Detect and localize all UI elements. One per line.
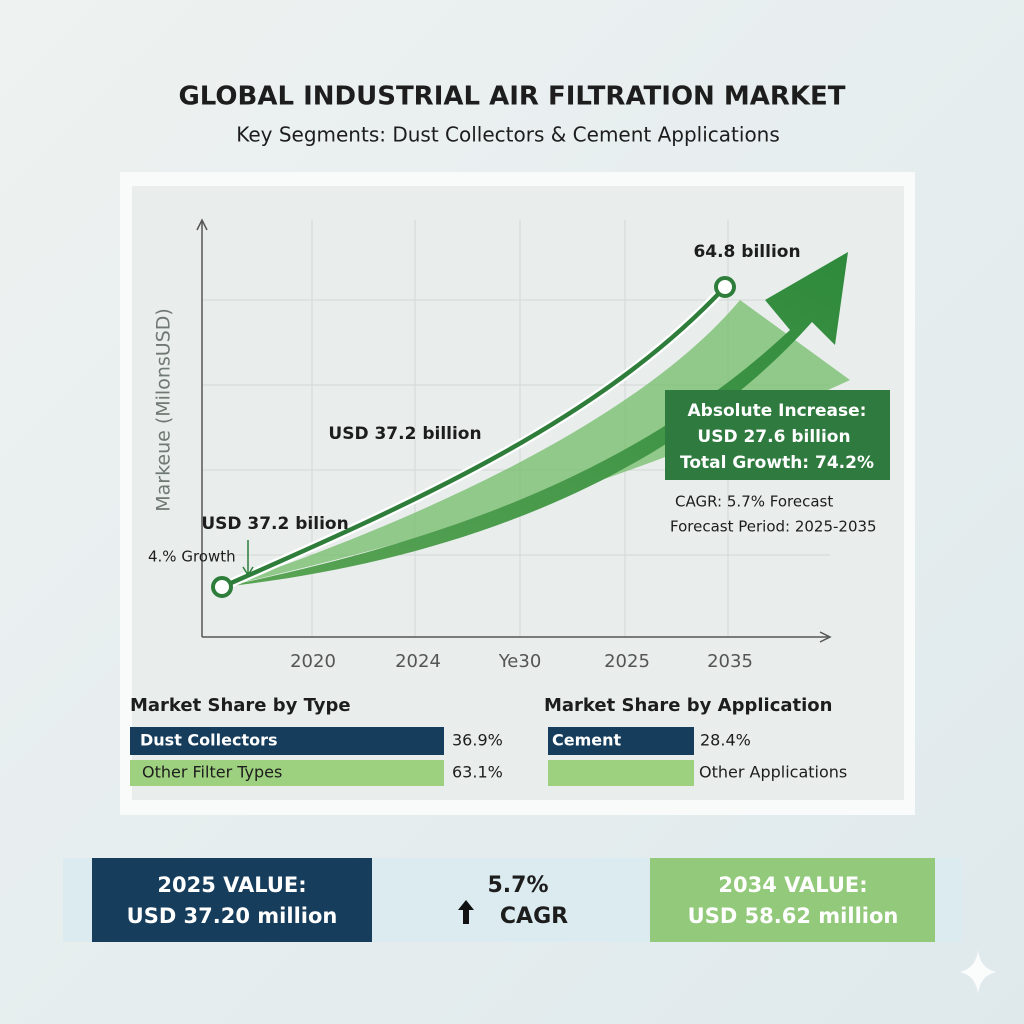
annotation: 64.8 billion [693,242,800,262]
x-tick-label: 2020 [290,651,336,672]
note: Forecast Period: 2025-2035 [670,518,877,536]
line [221,285,727,590]
footer-text: 2025 VALUE: [157,873,306,897]
share-value: 36.9% [452,731,503,750]
point [211,576,233,598]
callout-text: Absolute Increase: [688,401,867,421]
y-axis-label: Markeue (MilonsUSD) [153,308,175,512]
subtitle: Key Segments: Dust Collectors & Cement A… [236,123,780,147]
title: GLOBAL INDUSTRIAL AIR FILTRATION MARKET [178,82,845,112]
footer-text: USD 37.20 million [127,904,338,928]
share-label: Other Filter Types [142,763,282,782]
share-bar [548,760,694,786]
section-title: Market Share by Type [130,695,351,716]
footer-text: 2034 VALUE: [718,873,867,897]
callout-text: Total Growth: 74.2% [680,453,874,473]
axis-arrow [819,631,832,643]
axis-arrow [196,218,208,231]
share-bar [130,727,444,755]
growth-area [222,300,850,587]
annotation: USD 37.2 bilion [201,514,348,534]
share-label: Dust Collectors [140,731,278,750]
x-tick-label: 2035 [707,651,753,672]
annotation: 4.% Growth [148,548,236,566]
up-arrow [458,900,474,924]
footer-text: 5.7% [487,873,548,898]
footer-text: USD 58.62 million [688,904,899,928]
x-tick-label: Ye30 [498,651,542,672]
point [714,276,736,298]
sparkle-icon [960,950,996,994]
share-value: 63.1% [452,763,503,782]
x-tick-label: 2024 [395,651,441,672]
annotation: USD 37.2 billion [328,424,481,444]
callout-text: USD 27.6 billion [697,427,850,447]
callout-box [665,390,890,480]
footer-box [650,858,935,942]
x-tick-label: 2025 [604,651,650,672]
share-bar [130,760,444,786]
section-title: Market Share by Application [544,695,832,716]
note: CAGR: 5.7% Forecast [675,493,833,511]
footer-box [92,858,372,942]
share-label: Other Applications [699,763,847,782]
annotation-arrow [242,540,254,577]
share-value: 28.4% [700,731,751,750]
share-label: Cement [552,731,622,750]
share-bar [548,727,694,755]
footer-text: CAGR [500,904,568,929]
